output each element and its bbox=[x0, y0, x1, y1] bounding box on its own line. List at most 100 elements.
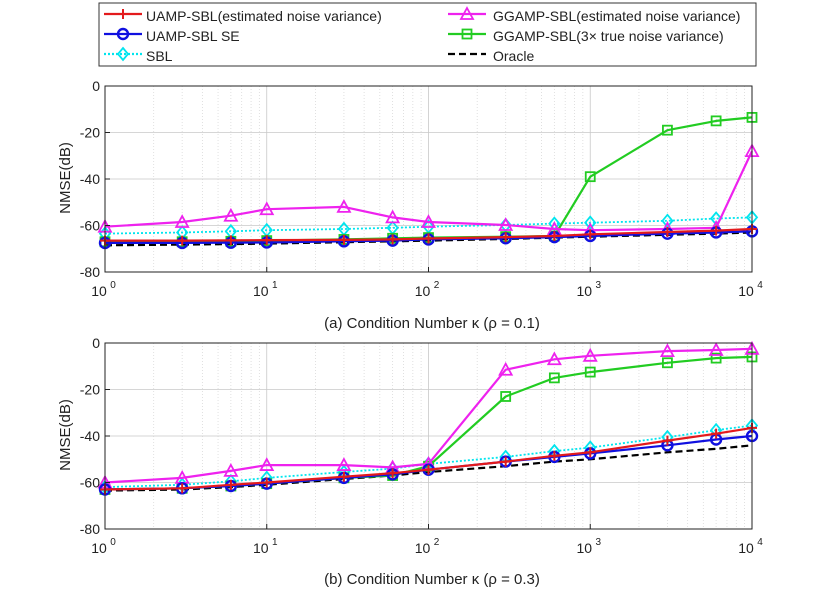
xtick-exponent: 4 bbox=[757, 537, 763, 548]
grid-a bbox=[105, 86, 752, 272]
point-ggamp bbox=[420, 214, 437, 228]
point-uamp bbox=[387, 234, 398, 245]
xtick-exponent: 0 bbox=[110, 280, 116, 291]
point-gg3 bbox=[584, 171, 596, 183]
point-uamp bbox=[662, 435, 673, 446]
legend-marker-ggamp bbox=[459, 6, 475, 20]
ytick-label: -60 bbox=[80, 475, 100, 491]
point-uamp bbox=[177, 483, 188, 494]
ytick-label: 0 bbox=[92, 78, 100, 94]
ylabel-panel-b: NMSE(dB) bbox=[57, 399, 74, 471]
legend-box bbox=[98, 2, 757, 67]
point-uamp bbox=[549, 230, 560, 241]
point-gg3 bbox=[710, 352, 722, 364]
point-sbl bbox=[661, 213, 674, 229]
xtick-exponent: 1 bbox=[272, 537, 278, 548]
ytick-label: -40 bbox=[80, 171, 100, 187]
point-ggamp bbox=[659, 343, 675, 358]
legend-label-uamp: UAMP-SBL(estimated noise variance) bbox=[146, 8, 382, 24]
xtick-label: 10 bbox=[415, 283, 431, 299]
point-sbl bbox=[499, 217, 512, 233]
point-uamp bbox=[423, 464, 434, 475]
point-gg3 bbox=[548, 372, 560, 384]
xtick-label: 10 bbox=[576, 540, 592, 556]
xtick-label: 10 bbox=[253, 540, 269, 556]
point-sbl bbox=[584, 215, 597, 231]
point-uamp bbox=[500, 232, 511, 243]
point-uamp bbox=[261, 235, 272, 246]
xtick-exponent: 4 bbox=[757, 280, 763, 291]
legend-label-se: UAMP-SBL SE bbox=[146, 28, 240, 44]
point-uamp bbox=[225, 235, 236, 246]
xtick-exponent: 0 bbox=[110, 537, 116, 548]
ytick-label: -60 bbox=[80, 218, 100, 234]
series-uamp-a bbox=[100, 223, 757, 246]
ylabel-panel-a: NMSE(dB) bbox=[57, 142, 74, 214]
xtick-exponent: 2 bbox=[434, 537, 440, 548]
xtick-label: 10 bbox=[738, 540, 754, 556]
xtick-label: 10 bbox=[576, 283, 592, 299]
point-ggamp bbox=[259, 201, 275, 216]
xtick-exponent: 2 bbox=[434, 280, 440, 291]
point-ggamp bbox=[223, 207, 239, 222]
point-gg3 bbox=[662, 124, 673, 136]
point-uamp bbox=[500, 456, 511, 467]
ytick-label: 0 bbox=[92, 335, 100, 351]
point-ggamp bbox=[336, 457, 352, 471]
ytick-label: -20 bbox=[80, 382, 100, 398]
xtick-label: 10 bbox=[253, 283, 269, 299]
point-uamp bbox=[261, 477, 272, 488]
legend-marker-se bbox=[116, 27, 130, 41]
point-ggamp bbox=[336, 199, 352, 213]
point-uamp bbox=[225, 479, 236, 490]
point-uamp bbox=[549, 450, 560, 461]
point-gg3 bbox=[710, 115, 722, 127]
xlabel-panel-b: (b) Condition Number κ (ρ = 0.3) bbox=[324, 571, 540, 588]
point-uamp bbox=[711, 225, 722, 236]
point-uamp bbox=[662, 227, 673, 238]
legend-label-oracle: Oracle bbox=[493, 48, 534, 64]
xtick-label: 10 bbox=[415, 540, 431, 556]
ytick-label: -80 bbox=[80, 264, 100, 280]
line-sbl bbox=[104, 216, 753, 235]
point-uamp bbox=[585, 229, 596, 240]
legend-marker-uamp bbox=[118, 9, 128, 19]
point-uamp bbox=[338, 471, 349, 482]
point-uamp bbox=[711, 428, 722, 439]
point-uamp bbox=[387, 468, 398, 479]
point-ggamp bbox=[259, 457, 275, 471]
xtick-exponent: 3 bbox=[595, 280, 601, 291]
point-ggamp bbox=[223, 462, 239, 477]
point-uamp bbox=[585, 447, 596, 458]
ytick-label: -20 bbox=[80, 125, 100, 141]
point-uamp bbox=[338, 234, 349, 245]
xtick-label: 10 bbox=[738, 283, 754, 299]
xtick-label: 10 bbox=[91, 283, 107, 299]
point-gg3 bbox=[662, 357, 673, 369]
point-gg3 bbox=[500, 391, 512, 402]
xtick-label: 10 bbox=[91, 540, 107, 556]
point-ggamp bbox=[582, 347, 598, 362]
legend-marker-sbl bbox=[116, 46, 130, 62]
legend-label-gg3: GGAMP-SBL(3× true noise variance) bbox=[493, 28, 724, 44]
xtick-exponent: 3 bbox=[595, 537, 601, 548]
xlabel-panel-a: (a) Condition Number κ (ρ = 0.1) bbox=[324, 315, 540, 332]
legend-marker-gg3 bbox=[461, 28, 473, 40]
point-sbl bbox=[709, 211, 723, 226]
point-ggamp bbox=[174, 214, 190, 228]
ytick-label: -40 bbox=[80, 428, 100, 444]
legend: UAMP-SBL(estimated noise variance) GGAMP… bbox=[98, 2, 757, 67]
point-ggamp bbox=[708, 342, 724, 356]
point-ggamp bbox=[546, 351, 562, 366]
point-uamp bbox=[423, 233, 434, 244]
point-ggamp bbox=[385, 209, 401, 224]
point-ggamp bbox=[498, 217, 514, 231]
point-uamp bbox=[177, 235, 188, 246]
point-ggamp bbox=[498, 361, 514, 376]
point-gg3 bbox=[584, 366, 596, 378]
ytick-label: -80 bbox=[80, 521, 100, 537]
